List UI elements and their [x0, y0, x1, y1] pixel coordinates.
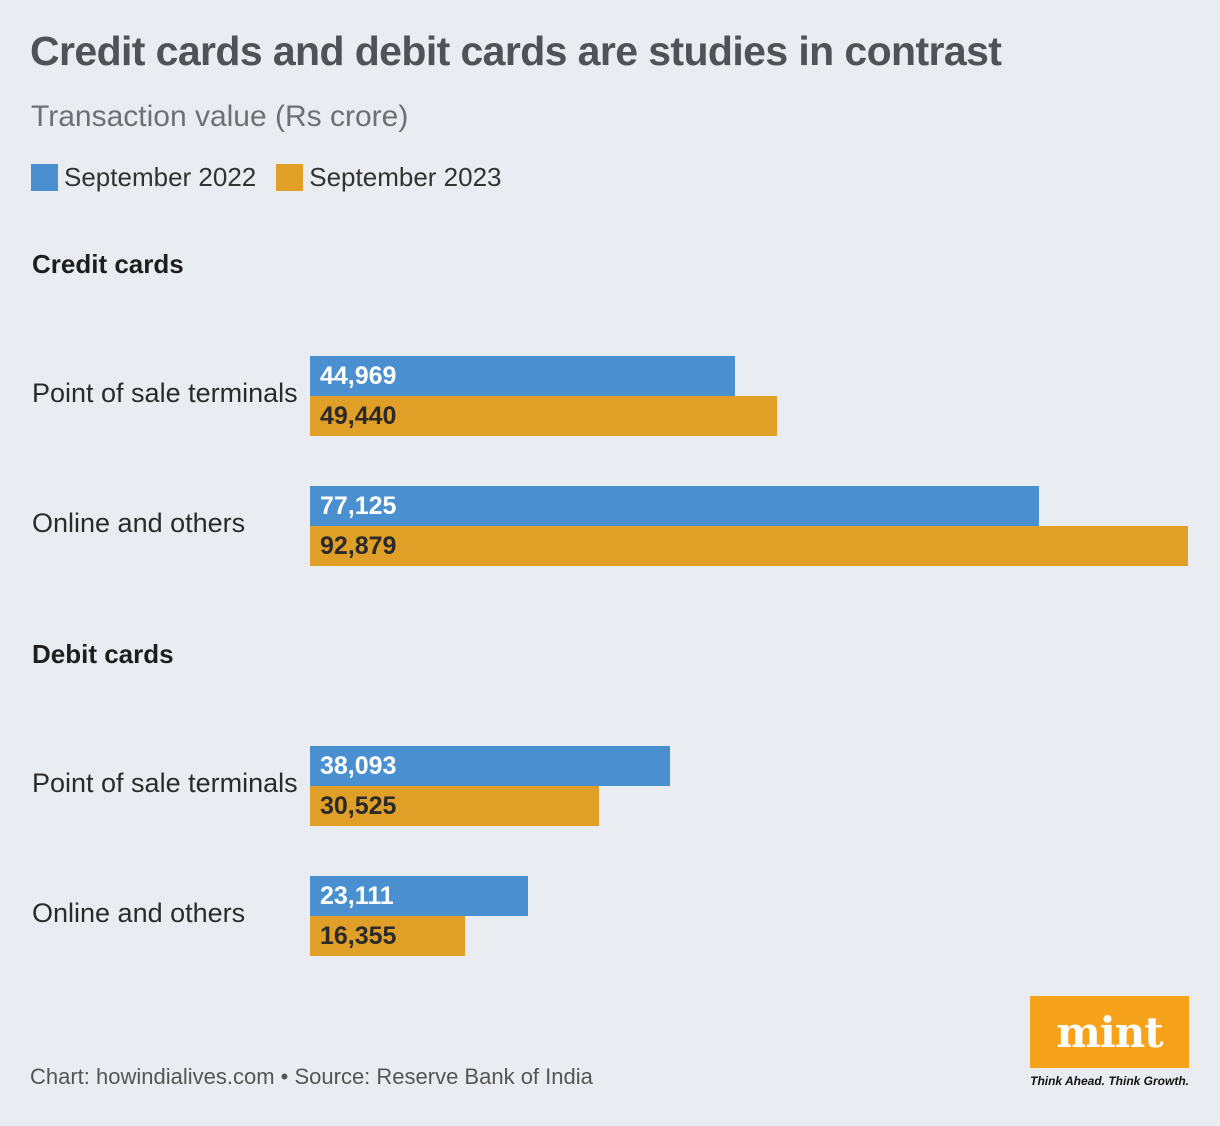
legend-swatch-2023 — [276, 164, 304, 191]
chart-title: Credit cards and debit cards are studies… — [30, 28, 1002, 74]
mint-tagline: Think Ahead. Think Growth. — [1030, 1074, 1189, 1088]
bar-value-label: 16,355 — [320, 921, 397, 950]
bar-value-label: 23,111 — [320, 881, 394, 910]
group-heading-debit-cards: Debit cards — [32, 639, 174, 669]
bar-value-label: 92,879 — [320, 531, 397, 560]
bar-2022: 44,969 — [310, 356, 735, 396]
category-label: Point of sale terminals — [32, 768, 298, 798]
source-note: Chart: howindialives.com • Source: Reser… — [30, 1064, 593, 1089]
bar-2022: 38,093 — [310, 746, 670, 786]
group-heading-credit-cards: Credit cards — [32, 249, 184, 279]
bar-value-label: 38,093 — [320, 751, 397, 780]
legend-item-2023: September 2023 — [276, 162, 502, 193]
legend-label-2023: September 2023 — [309, 162, 502, 192]
bar-2022: 23,111 — [310, 876, 528, 916]
category-label: Point of sale terminals — [32, 378, 298, 408]
bar-2023: 30,525 — [310, 786, 599, 826]
bar-value-label: 77,125 — [320, 491, 397, 520]
legend-item-2022: September 2022 — [31, 162, 256, 193]
bar-2023: 49,440 — [310, 396, 777, 436]
bar-2023: 92,879 — [310, 526, 1188, 566]
bar-2022: 77,125 — [310, 486, 1039, 526]
category-label: Online and others — [32, 898, 246, 928]
bar-value-label: 44,969 — [320, 361, 397, 390]
mint-logo: mint — [1030, 996, 1189, 1068]
bar-2023: 16,355 — [310, 916, 465, 956]
category-label: Online and others — [32, 508, 246, 538]
bar-value-label: 49,440 — [320, 401, 397, 430]
legend-label-2022: September 2022 — [64, 162, 257, 192]
legend-swatch-2022 — [31, 164, 58, 191]
legend: September 2022 September 2023 — [31, 162, 522, 193]
mint-logo-wordmark: mint — [1056, 1007, 1163, 1057]
bar-value-label: 30,525 — [320, 791, 397, 820]
chart-subtitle: Transaction value (Rs crore) — [31, 100, 409, 133]
